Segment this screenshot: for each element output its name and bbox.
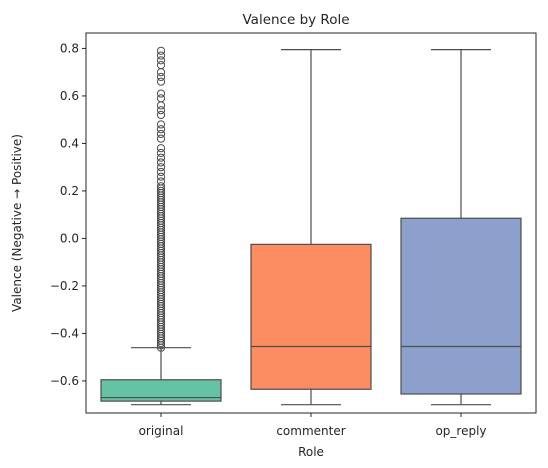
outlier-point bbox=[156, 89, 166, 98]
x-axis-label: Role bbox=[298, 445, 324, 459]
outlier-point bbox=[156, 106, 166, 115]
outlier-point bbox=[156, 158, 166, 167]
outlier-point bbox=[156, 72, 166, 82]
outlier-point bbox=[156, 46, 166, 55]
y-tick-label: −0.2 bbox=[50, 279, 79, 293]
x-tick-label: op_reply bbox=[435, 424, 486, 438]
box-group-commenter bbox=[250, 49, 372, 406]
x-tick-label: commenter bbox=[276, 424, 345, 438]
outlier-point bbox=[156, 56, 166, 65]
y-axis-label: Valence (Negative → Positive) bbox=[10, 134, 24, 312]
box-group-original bbox=[100, 46, 222, 406]
plot-area bbox=[100, 46, 522, 406]
box-group-op_reply bbox=[400, 49, 522, 406]
outlier-point bbox=[156, 129, 166, 139]
y-tick-label: 0.2 bbox=[60, 184, 79, 198]
outlier-point bbox=[156, 51, 166, 60]
outlier-point bbox=[156, 182, 166, 191]
outlier-point bbox=[156, 77, 166, 86]
y-tick-label: 0.0 bbox=[60, 231, 79, 245]
outlier-point bbox=[156, 144, 166, 153]
y-tick-label: −0.6 bbox=[50, 374, 79, 388]
outlier-point bbox=[156, 125, 166, 134]
chart-title: Valence by Role bbox=[242, 12, 349, 28]
y-tick-label: 0.4 bbox=[60, 136, 79, 150]
box-commenter bbox=[250, 243, 372, 390]
outlier-point bbox=[156, 167, 166, 177]
outlier-point bbox=[156, 172, 166, 181]
outlier-point bbox=[156, 177, 166, 186]
x-tick-label: original bbox=[139, 424, 184, 438]
outlier-point bbox=[156, 101, 166, 110]
outlier-point bbox=[156, 60, 166, 70]
outlier-point bbox=[156, 153, 166, 162]
outlier-point bbox=[156, 148, 166, 158]
outlier-point bbox=[156, 134, 166, 143]
y-tick-label: 0.6 bbox=[60, 89, 79, 103]
y-tick-label: 0.8 bbox=[60, 41, 79, 55]
box-op_reply bbox=[400, 217, 522, 395]
outlier-point bbox=[156, 68, 166, 77]
outlier-point bbox=[156, 163, 166, 172]
outlier-point bbox=[156, 110, 166, 120]
box-original bbox=[100, 379, 222, 402]
outlier-point bbox=[156, 186, 166, 195]
y-tick-label: −0.4 bbox=[50, 326, 79, 340]
outlier-point bbox=[156, 120, 166, 129]
outlier-point bbox=[156, 94, 166, 103]
